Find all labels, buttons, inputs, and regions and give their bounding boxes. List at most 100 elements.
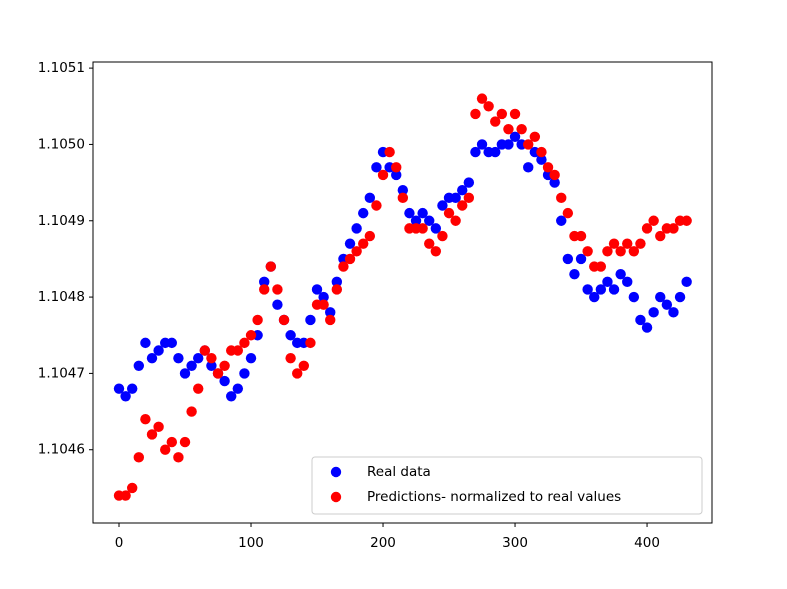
point <box>628 291 640 303</box>
point <box>641 322 653 333</box>
point <box>463 192 475 204</box>
point <box>424 215 435 226</box>
point <box>503 123 514 135</box>
point <box>232 383 244 394</box>
point <box>615 268 626 280</box>
point <box>173 452 184 463</box>
point <box>245 330 257 341</box>
point <box>331 276 343 288</box>
point <box>463 177 475 188</box>
point <box>305 314 316 326</box>
point <box>325 314 336 326</box>
point <box>146 429 158 440</box>
point <box>206 360 217 371</box>
point <box>305 337 316 349</box>
legend-label: Predictions- normalized to real values <box>367 489 621 505</box>
point <box>424 238 435 249</box>
point <box>344 253 356 265</box>
point <box>668 223 679 234</box>
point <box>556 192 567 204</box>
point <box>490 116 501 127</box>
point <box>536 146 547 158</box>
y-tick-label: 1.1051 <box>38 60 85 76</box>
point <box>226 391 237 402</box>
point <box>615 246 626 257</box>
point <box>377 169 389 181</box>
point <box>285 352 296 364</box>
point <box>437 230 448 242</box>
point <box>595 261 607 272</box>
point <box>622 238 633 249</box>
point <box>622 276 633 288</box>
point <box>681 215 692 226</box>
x-tick-label: 200 <box>370 535 396 551</box>
point <box>153 345 164 356</box>
point <box>252 314 263 326</box>
point <box>113 383 125 394</box>
point <box>503 139 514 150</box>
point <box>457 200 468 211</box>
point <box>351 246 362 257</box>
point <box>278 314 290 326</box>
point <box>397 185 409 196</box>
point <box>628 246 640 257</box>
point <box>120 490 131 501</box>
point <box>562 207 574 219</box>
point <box>608 284 620 295</box>
point <box>351 223 362 234</box>
point <box>483 101 494 112</box>
point <box>120 391 131 402</box>
point <box>166 337 178 349</box>
point <box>549 169 560 181</box>
point <box>133 360 145 371</box>
point <box>668 307 679 318</box>
point <box>292 368 303 379</box>
point <box>338 261 349 272</box>
x-tick-label: 400 <box>634 535 660 551</box>
point <box>509 108 521 120</box>
point <box>173 352 184 364</box>
point <box>179 436 191 448</box>
point <box>219 375 230 387</box>
point <box>179 368 191 379</box>
point <box>523 162 534 173</box>
point <box>582 284 593 295</box>
point <box>358 238 369 249</box>
point <box>496 108 508 120</box>
point <box>437 200 448 211</box>
point <box>648 307 659 318</box>
point <box>635 314 646 326</box>
point <box>127 482 138 494</box>
point <box>490 146 501 158</box>
point <box>470 108 481 120</box>
point <box>648 215 659 226</box>
point <box>529 131 541 142</box>
point <box>318 291 329 303</box>
x-tick-label: 300 <box>502 535 528 551</box>
point <box>443 207 455 219</box>
point <box>602 246 613 257</box>
point <box>417 207 428 219</box>
point <box>272 284 283 295</box>
point <box>661 299 673 310</box>
legend-label: Real data <box>367 464 431 480</box>
point <box>364 230 376 242</box>
point <box>166 436 178 448</box>
point <box>199 345 211 356</box>
point <box>635 238 646 249</box>
legend-marker <box>330 491 342 503</box>
point <box>549 177 560 188</box>
x-tick-label: 100 <box>238 535 264 551</box>
point <box>311 284 323 295</box>
point <box>575 230 587 242</box>
point <box>430 223 442 234</box>
point <box>655 291 666 303</box>
point <box>206 352 217 364</box>
point <box>450 192 461 204</box>
point <box>265 261 277 272</box>
axes-frame <box>92 61 713 524</box>
y-tick-label: 1.1049 <box>38 213 85 229</box>
point <box>542 162 554 173</box>
point <box>681 276 692 288</box>
